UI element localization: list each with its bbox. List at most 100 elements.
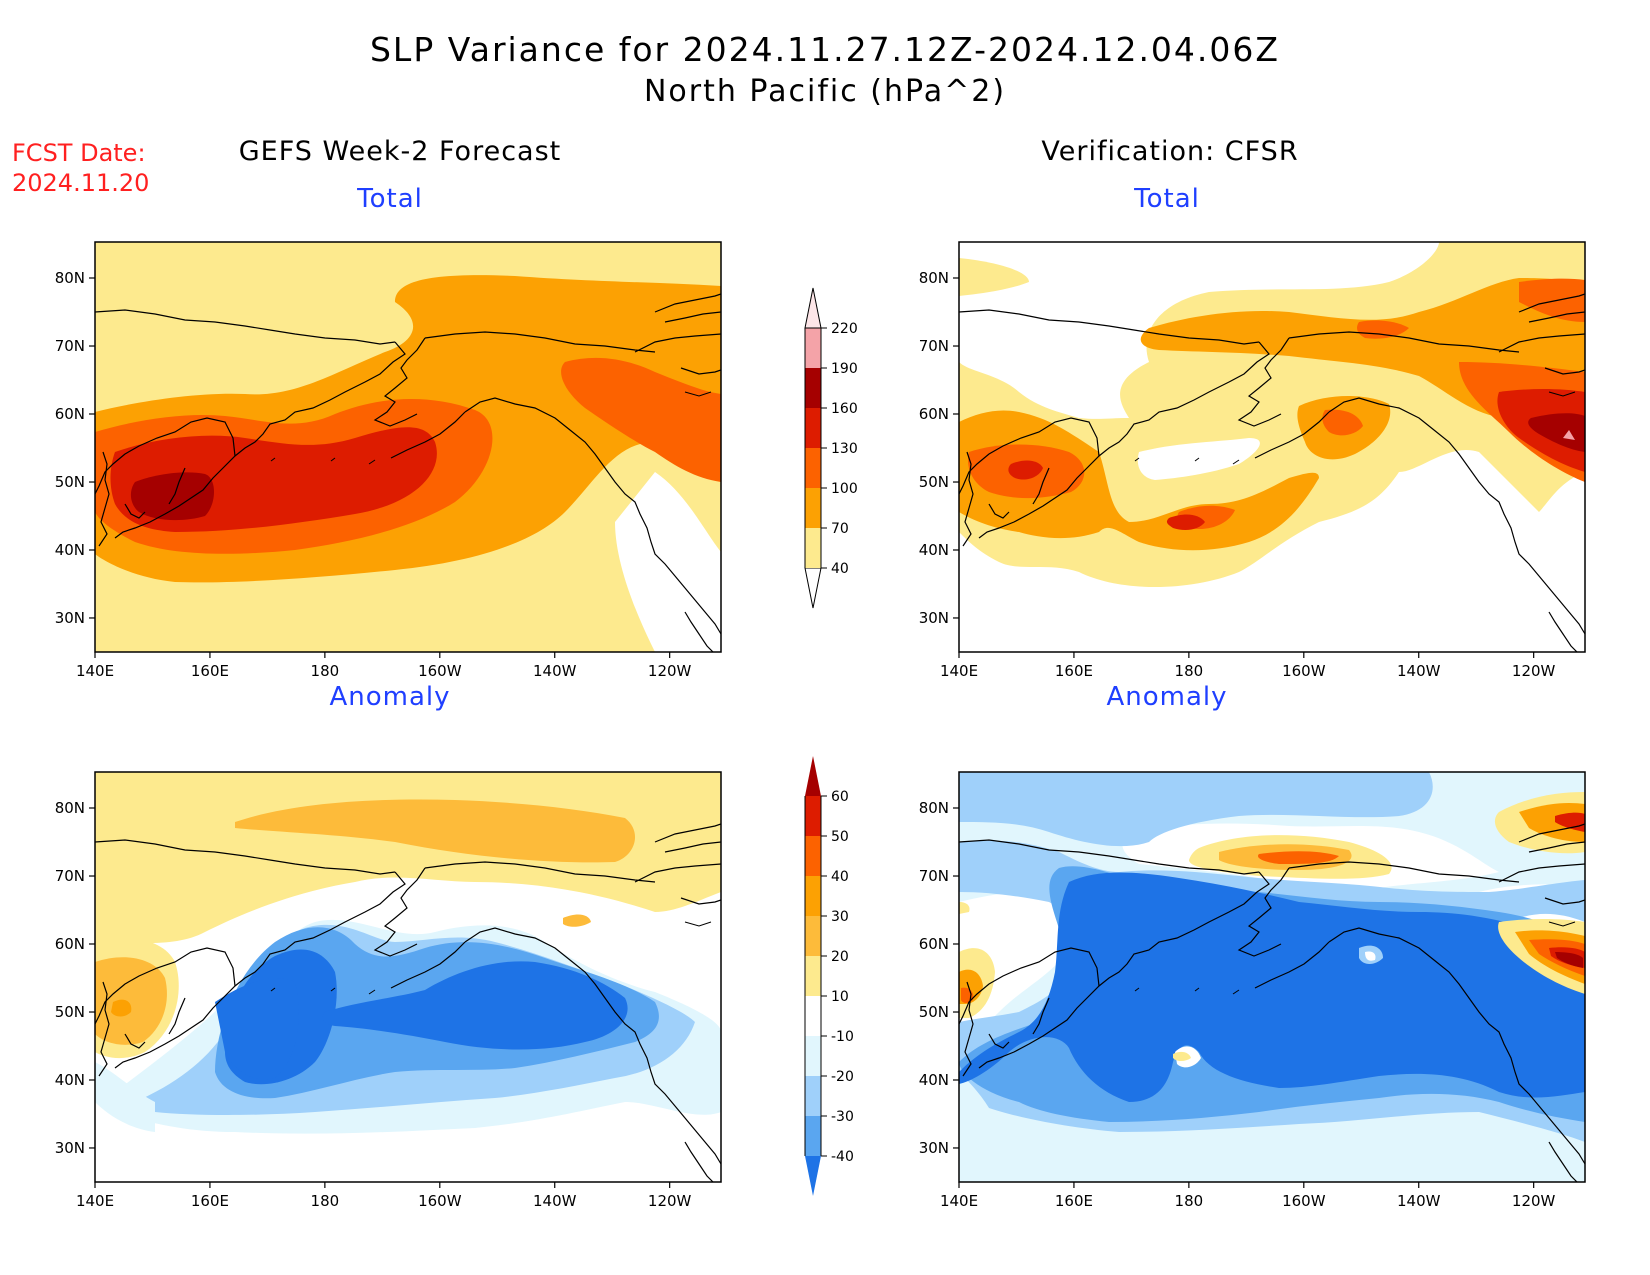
lon-tick-label: 120W bbox=[648, 1192, 692, 1210]
lat-tick-label: 30N bbox=[919, 609, 949, 627]
colorbar-segment bbox=[805, 1156, 821, 1196]
verification-anomaly-title: Anomaly bbox=[1106, 682, 1228, 712]
forecast-anomaly-title: Anomaly bbox=[329, 682, 451, 712]
forecast-total-map bbox=[94, 241, 722, 653]
verification-total-map bbox=[958, 241, 1586, 653]
lat-tick-label: 40N bbox=[55, 541, 85, 559]
figure-subtitle: North Pacific (hPa^2) bbox=[643, 74, 1007, 109]
colorbar-segment bbox=[805, 836, 821, 876]
lon-tick-label: 160W bbox=[418, 662, 462, 680]
colorbar-segment bbox=[805, 876, 821, 916]
lat-tick-label: 30N bbox=[55, 609, 85, 627]
lon-tick-label: 160E bbox=[191, 662, 229, 680]
lon-tick-label: 140E bbox=[940, 662, 978, 680]
lon-tick-label: 120W bbox=[1512, 1192, 1556, 1210]
colorbar-segment bbox=[805, 1036, 821, 1076]
colorbar-segment bbox=[805, 528, 821, 568]
lon-tick-label: 140E bbox=[76, 1192, 114, 1210]
colorbar-label: 10 bbox=[831, 989, 849, 1005]
colorbar-label: 70 bbox=[831, 521, 849, 537]
colorbar-segment bbox=[805, 408, 821, 448]
colorbar-segment bbox=[805, 448, 821, 488]
colorbar-label: 100 bbox=[831, 481, 858, 497]
verification-total-title: Total bbox=[1134, 184, 1200, 214]
colorbar-segment bbox=[805, 996, 821, 1036]
lat-tick-label: 80N bbox=[919, 799, 949, 817]
colorbar-label: 160 bbox=[831, 401, 858, 417]
forecast-column-title: GEFS Week-2 Forecast bbox=[238, 136, 562, 167]
forecast-total-title: Total bbox=[357, 184, 423, 214]
verification-anomaly-map bbox=[958, 771, 1586, 1183]
lat-tick-label: 80N bbox=[919, 269, 949, 287]
lat-tick-label: 60N bbox=[919, 405, 949, 423]
fcst-date-value: 2024.11.20 bbox=[12, 169, 150, 197]
forecast-anomaly-map bbox=[94, 771, 722, 1183]
verification-column-title: Verification: CFSR bbox=[1041, 136, 1299, 167]
lat-tick-label: 70N bbox=[919, 337, 949, 355]
colorbar-total: 40 70 100 130 160 190 220 bbox=[804, 287, 858, 609]
lon-tick-label: 120W bbox=[1512, 662, 1556, 680]
lon-tick-label: 140W bbox=[533, 1192, 577, 1210]
lat-tick-label: 50N bbox=[55, 473, 85, 491]
colorbar-segment bbox=[805, 368, 821, 408]
colorbar-label: 190 bbox=[831, 361, 858, 377]
colorbar-segment bbox=[805, 1116, 821, 1156]
lat-tick-label: 60N bbox=[55, 935, 85, 953]
colorbar-label: -20 bbox=[831, 1069, 854, 1085]
fcst-date-label: FCST Date: bbox=[12, 139, 146, 167]
lat-tick-label: 60N bbox=[919, 935, 949, 953]
lon-tick-label: 160W bbox=[1282, 662, 1326, 680]
colorbar-label: 50 bbox=[831, 829, 849, 845]
colorbar-label: 30 bbox=[831, 909, 849, 925]
colorbar-label: -40 bbox=[831, 1149, 854, 1165]
colorbar-segment bbox=[805, 488, 821, 528]
colorbar-label: 40 bbox=[831, 869, 849, 885]
lat-tick-label: 40N bbox=[919, 541, 949, 559]
colorbar-label: 220 bbox=[831, 321, 858, 337]
lat-tick-label: 70N bbox=[55, 867, 85, 885]
lon-tick-label: 160E bbox=[191, 1192, 229, 1210]
lon-tick-label: 160E bbox=[1055, 1192, 1093, 1210]
lat-tick-label: 30N bbox=[55, 1139, 85, 1157]
lon-tick-label: 140W bbox=[533, 662, 577, 680]
colorbar-segment bbox=[805, 1076, 821, 1116]
lon-tick-label: 140E bbox=[940, 1192, 978, 1210]
lat-tick-label: 40N bbox=[919, 1071, 949, 1089]
fcst-date-block: FCST Date: 2024.11.20 bbox=[12, 138, 149, 198]
lat-tick-label: 70N bbox=[919, 867, 949, 885]
lon-tick-label: 120W bbox=[648, 662, 692, 680]
colorbar-segment bbox=[805, 756, 821, 796]
colorbar-label: 60 bbox=[831, 789, 849, 805]
lon-tick-label: 140E bbox=[76, 662, 114, 680]
colorbar-label: 130 bbox=[831, 441, 858, 457]
colorbar-segment bbox=[804, 287, 822, 329]
figure-title: SLP Variance for 2024.11.27.12Z-2024.12.… bbox=[369, 30, 1281, 69]
colorbar-label: 40 bbox=[831, 561, 849, 577]
colorbar-label: -30 bbox=[831, 1109, 854, 1125]
lon-tick-label: 180 bbox=[1175, 1192, 1204, 1210]
lat-tick-label: 50N bbox=[55, 1003, 85, 1021]
lon-tick-label: 160E bbox=[1055, 662, 1093, 680]
lat-tick-label: 40N bbox=[55, 1071, 85, 1089]
lat-tick-label: 60N bbox=[55, 405, 85, 423]
lat-tick-label: 50N bbox=[919, 473, 949, 491]
colorbar-label: -10 bbox=[831, 1029, 854, 1045]
axis-labels: 140E 160E 180 160W 140W 120W 80N 70N 60N 50N 40N 30… bbox=[55, 269, 1556, 1210]
colorbar-segment bbox=[805, 956, 821, 996]
lon-tick-label: 160W bbox=[1282, 1192, 1326, 1210]
lon-tick-label: 140W bbox=[1397, 662, 1441, 680]
colorbar-segment bbox=[805, 916, 821, 956]
colorbar-segment bbox=[805, 328, 821, 368]
lon-tick-label: 140W bbox=[1397, 1192, 1441, 1210]
lon-tick-label: 160W bbox=[418, 1192, 462, 1210]
lat-tick-label: 30N bbox=[919, 1139, 949, 1157]
lat-tick-label: 70N bbox=[55, 337, 85, 355]
colorbar-segment bbox=[805, 796, 821, 836]
colorbar-label: 20 bbox=[831, 949, 849, 965]
lon-tick-label: 180 bbox=[311, 662, 340, 680]
lat-tick-label: 80N bbox=[55, 269, 85, 287]
lat-tick-label: 80N bbox=[55, 799, 85, 817]
lon-tick-label: 180 bbox=[311, 1192, 340, 1210]
colorbar-anomaly: -40 -30 -20 -10 10 20 30 40 50 60 bbox=[804, 756, 854, 1196]
